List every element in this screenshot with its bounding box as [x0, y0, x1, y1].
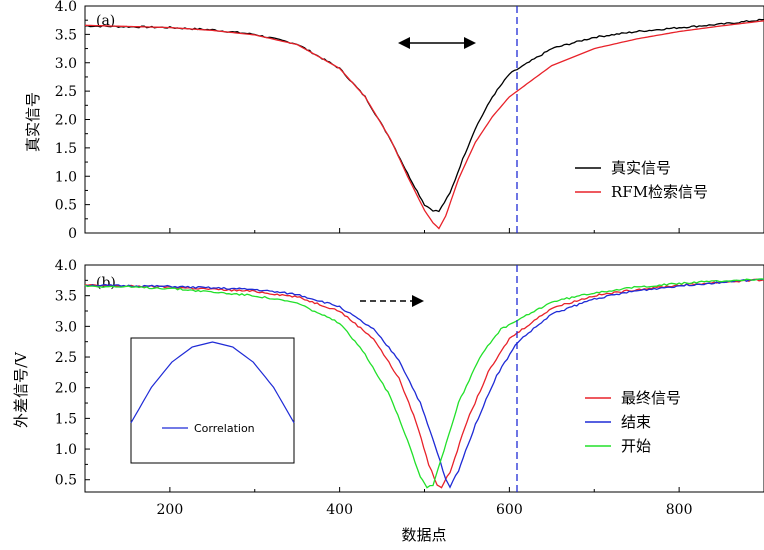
y-tick-label: 1.5: [55, 141, 77, 157]
legend-label: 开始: [621, 437, 651, 455]
x-tick-label: 400: [326, 502, 353, 518]
y-tick-label: 0.5: [55, 473, 77, 489]
y-tick-label: 4.0: [55, 258, 77, 274]
panel-a-y-axis-title: 真实信号: [24, 92, 42, 152]
panel-a-tag: (a): [96, 13, 115, 29]
legend-label: 真实信号: [611, 159, 671, 177]
y-tick-label: 0.5: [55, 198, 77, 214]
y-tick-label: 1.0: [55, 169, 77, 185]
series-line: [84, 278, 764, 489]
y-tick-label: 3.5: [55, 289, 77, 305]
inset-box: [130, 337, 295, 464]
y-tick-label: 2.0: [55, 381, 77, 397]
legend-label: RFM检索信号: [611, 183, 708, 201]
x-tick-label: 600: [496, 502, 523, 518]
y-tick-label: 3.0: [55, 56, 77, 72]
series-line: [84, 18, 764, 213]
y-tick-label: 3.0: [55, 319, 77, 335]
y-tick-label: 1.5: [55, 411, 77, 427]
y-tick-label: 2.5: [55, 350, 77, 366]
x-tick-label: 200: [157, 502, 184, 518]
series-line: [84, 278, 764, 489]
arrow-right-head: [464, 37, 476, 49]
series-line: [84, 20, 764, 230]
dashed-arrow-head: [412, 295, 424, 307]
y-tick-label: 2.5: [55, 84, 77, 100]
y-tick-label: 1.0: [55, 442, 77, 458]
arrow-left-head: [398, 37, 410, 49]
panel-b-tag: (b): [96, 275, 116, 291]
inset-legend-label: Correlation: [194, 422, 255, 435]
legend-label: 最终信号: [621, 389, 681, 407]
panel-b: 外差信号/V 数据点 (b) 0.5 1.0 1.5 2.0 2.5 3.0 3.5 4.0 2…: [12, 258, 764, 544]
inset-correlation-line: [130, 341, 295, 424]
panel-b-y-axis-title: 外差信号/V: [12, 351, 30, 428]
series-line: [84, 278, 764, 489]
y-tick-label: 0: [68, 226, 77, 242]
x-axis-title: 数据点: [401, 526, 446, 544]
panel-a: 真实信号 (a) 0 0.5 1.0 1.5 2.0 2.5 3.0 3.5 4.0 真实信号 RF…: [24, 0, 764, 242]
y-tick-label: 3.5: [55, 27, 77, 43]
legend-label: 结束: [621, 413, 651, 431]
y-tick-label: 2.0: [55, 113, 77, 129]
y-tick-label: 4.0: [55, 0, 77, 15]
x-tick-label: 800: [666, 502, 693, 518]
